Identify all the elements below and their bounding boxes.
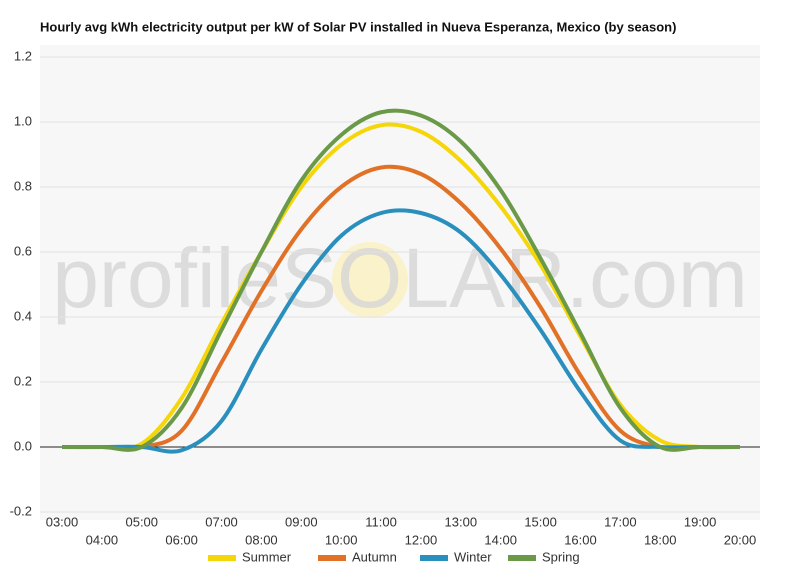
- x-tick-label: 03:00: [46, 514, 79, 529]
- x-tick-label: 11:00: [365, 514, 397, 529]
- y-tick-label: 0.0: [14, 438, 32, 453]
- y-tick-label: 1.0: [14, 113, 32, 128]
- x-tick-label: 09:00: [285, 514, 318, 529]
- x-tick-label: 05:00: [125, 514, 158, 529]
- x-tick-label: 08:00: [245, 532, 278, 547]
- legend-label: Autumn: [352, 549, 397, 564]
- x-tick-label: 15:00: [524, 514, 557, 529]
- x-tick-label: 18:00: [644, 532, 677, 547]
- y-tick-label: 1.2: [14, 48, 32, 63]
- legend-swatch: [318, 555, 346, 561]
- legend-label: Spring: [542, 549, 580, 564]
- watermark-sun: [332, 242, 408, 318]
- legend-label: Summer: [242, 549, 292, 564]
- x-tick-label: 19:00: [684, 514, 717, 529]
- x-tick-label: 10:00: [325, 532, 358, 547]
- x-tick-label: 16:00: [564, 532, 597, 547]
- watermark: profileSOLAR.com: [52, 231, 748, 325]
- x-tick-label: 20:00: [724, 532, 757, 547]
- x-tick-label: 04:00: [86, 532, 119, 547]
- y-tick-label: 0.8: [14, 178, 32, 193]
- x-tick-label: 13:00: [445, 514, 478, 529]
- legend-label: Winter: [454, 549, 492, 564]
- y-tick-label: 0.2: [14, 373, 32, 388]
- x-tick-label: 07:00: [205, 514, 238, 529]
- x-tick-label: 17:00: [604, 514, 637, 529]
- series-line: [62, 108, 740, 452]
- x-tick-label: 14:00: [484, 532, 517, 547]
- legend-swatch: [208, 555, 236, 561]
- legend-swatch: [508, 555, 536, 561]
- x-tick-label: 06:00: [165, 532, 198, 547]
- x-tick-label: 12:00: [405, 532, 438, 547]
- y-tick-label: 0.6: [14, 243, 32, 258]
- y-tick-label: 0.4: [14, 308, 32, 323]
- legend-swatch: [420, 555, 448, 561]
- series-line: [62, 208, 740, 454]
- series-line: [62, 164, 740, 451]
- y-tick-label: -0.2: [10, 503, 32, 518]
- chart-title: Hourly avg kWh electricity output per kW…: [40, 19, 676, 34]
